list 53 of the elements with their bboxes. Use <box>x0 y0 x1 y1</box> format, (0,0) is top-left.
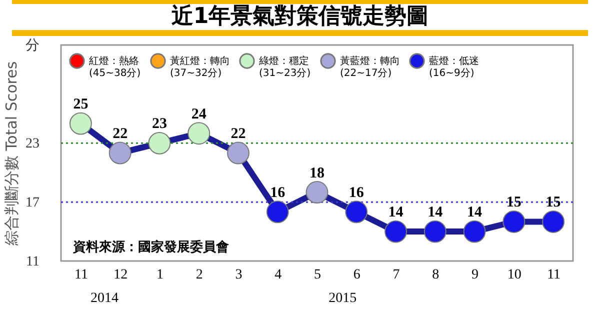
data-label: 24 <box>191 106 207 122</box>
legend-label: 紅燈：熱絡 (45~38分) <box>89 55 141 79</box>
legend-label: 黃藍燈：轉向 (22~17分) <box>340 55 400 79</box>
x-tick-label: 11 <box>547 268 561 282</box>
x-tick-label: 7 <box>392 268 400 282</box>
x-tick-label: 12 <box>114 268 128 282</box>
data-label: 15 <box>546 194 561 211</box>
x-tick-label: 8 <box>432 268 440 282</box>
point <box>266 200 289 224</box>
legend-label: 綠燈：穩定 (31~23分) <box>258 55 311 79</box>
x-tick-label: 4 <box>274 268 282 282</box>
x-tick-label: 11 <box>74 268 88 282</box>
y-axis-title: 綜合判斷分數 Total Scores <box>2 61 20 247</box>
data-label: 14 <box>428 204 444 221</box>
y-tick-label: 11 <box>26 254 40 270</box>
data-label: 22 <box>230 126 246 142</box>
point <box>227 142 250 164</box>
legend-label: 黃紅燈：轉向 (37~32分) <box>170 55 230 79</box>
point <box>424 220 446 243</box>
x-tick-label: 9 <box>472 268 479 282</box>
data-label: 14 <box>467 204 483 221</box>
legend-label: 藍燈：低迷 (16~9分) <box>429 55 479 79</box>
point <box>384 220 407 243</box>
y-tick-label: 17 <box>26 196 40 211</box>
x-tick-label: 3 <box>235 268 242 282</box>
x-tick-label: 5 <box>314 268 321 282</box>
data-label: 18 <box>310 165 324 182</box>
point <box>108 142 132 164</box>
x-tick-label: 10 <box>507 268 522 282</box>
data-label: 23 <box>152 116 167 132</box>
annotation: 資料來源：國家發展委員會 <box>72 239 229 255</box>
x-tick-label: 1 <box>156 268 164 282</box>
point <box>69 112 92 135</box>
text: 2014 <box>90 291 119 306</box>
point <box>542 210 565 233</box>
point <box>345 200 368 224</box>
data-label: 22 <box>112 126 128 142</box>
point <box>188 122 210 145</box>
data-label: 15 <box>506 194 522 211</box>
point <box>148 132 171 154</box>
point <box>502 210 526 233</box>
text: 2015 <box>328 291 357 306</box>
x-tick-label: 6 <box>353 268 360 282</box>
y-tick-label: 分 <box>26 38 40 54</box>
data-label: 16 <box>348 184 364 201</box>
point <box>463 220 486 243</box>
chart-title: 近1年景氣對策信號走勢圖 <box>12 0 588 36</box>
x-tick-label: 2 <box>196 268 203 282</box>
y-tick-label: 23 <box>26 136 40 152</box>
point <box>306 181 328 204</box>
data-label: 25 <box>73 96 88 113</box>
data-label: 14 <box>388 204 404 221</box>
data-label: 16 <box>270 184 286 201</box>
